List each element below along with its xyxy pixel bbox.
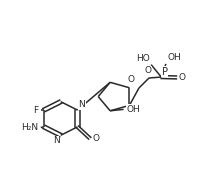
Text: N: N bbox=[53, 136, 60, 145]
Text: O: O bbox=[145, 66, 152, 75]
Text: H₂N: H₂N bbox=[22, 123, 39, 132]
Text: O: O bbox=[127, 75, 134, 84]
Text: OH: OH bbox=[167, 54, 181, 62]
Text: O: O bbox=[179, 73, 186, 82]
Text: HO: HO bbox=[136, 54, 150, 63]
Text: O: O bbox=[92, 134, 99, 143]
Text: N: N bbox=[79, 100, 85, 109]
Text: P: P bbox=[162, 66, 168, 77]
Text: F: F bbox=[33, 106, 39, 115]
Text: OH: OH bbox=[126, 105, 140, 114]
